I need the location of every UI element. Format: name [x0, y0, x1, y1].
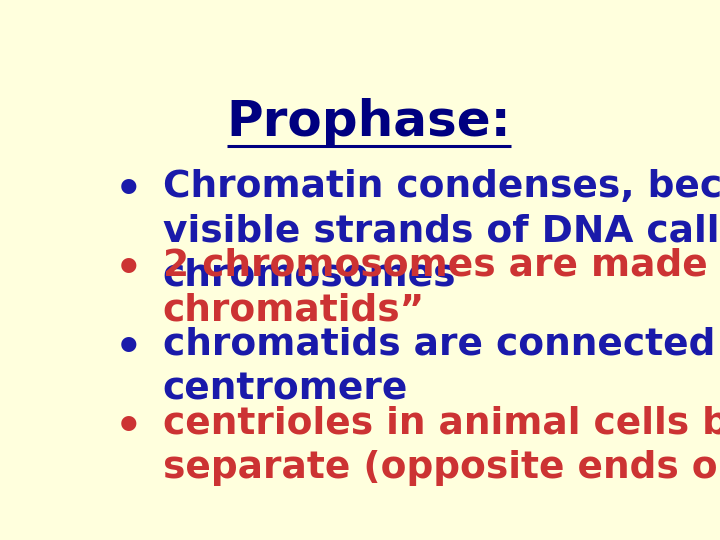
Text: centrioles in animal cells begin to
separate (opposite ends or poles): centrioles in animal cells begin to sepa…	[163, 406, 720, 486]
Text: Prophase:: Prophase:	[227, 98, 511, 146]
Text: chromatids are connected by
centromere: chromatids are connected by centromere	[163, 327, 720, 407]
Text: Chromatin condenses, becomes
visible strands of DNA called
chromosomes: Chromatin condenses, becomes visible str…	[163, 168, 720, 294]
Text: •: •	[115, 327, 143, 369]
Text: •: •	[115, 168, 143, 211]
Text: •: •	[115, 406, 143, 448]
Text: 2 chromosomes are made of “sister
chromatids”: 2 chromosomes are made of “sister chroma…	[163, 248, 720, 328]
Text: •: •	[115, 248, 143, 290]
